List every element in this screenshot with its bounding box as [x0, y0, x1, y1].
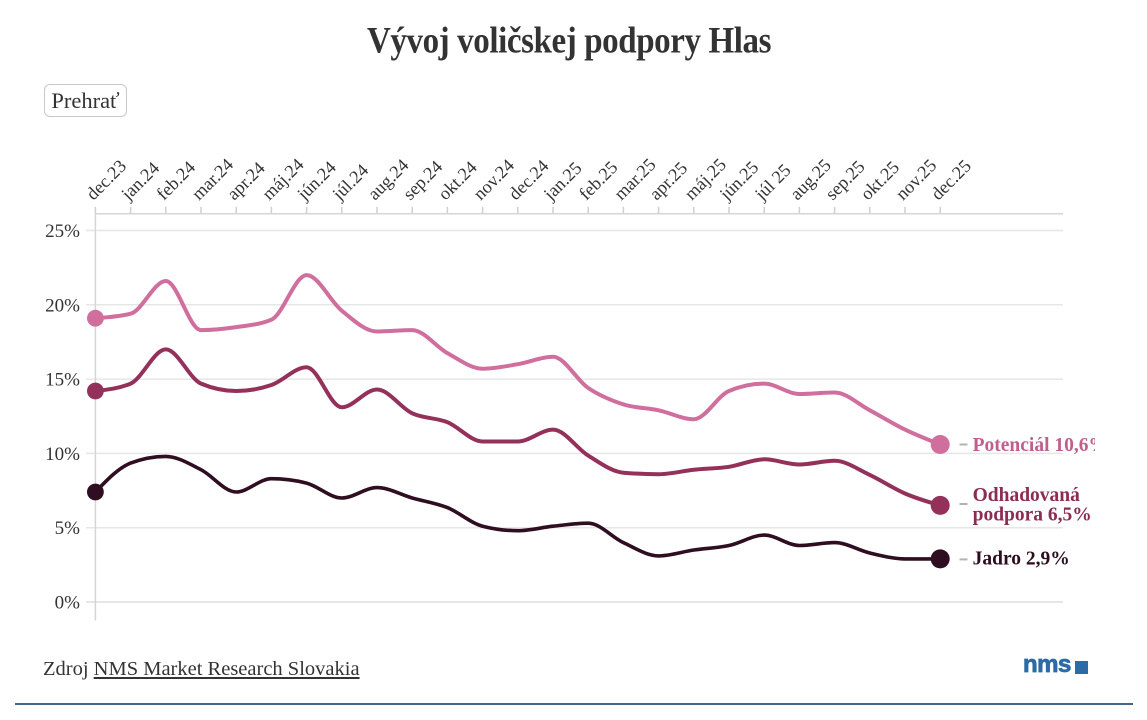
svg-text:okt.24: okt.24 [434, 157, 481, 204]
svg-text:Jadro 2,9%: Jadro 2,9% [973, 549, 1070, 570]
svg-text:dec.25: dec.25 [927, 156, 975, 204]
svg-text:5%: 5% [55, 518, 81, 539]
svg-text:20%: 20% [45, 295, 80, 316]
svg-text:feb.24: feb.24 [152, 157, 199, 204]
svg-text:0%: 0% [55, 593, 81, 614]
svg-text:Potenciál 10,6%: Potenciál 10,6% [973, 435, 1108, 456]
svg-text:Odhadovaná: Odhadovaná [973, 485, 1081, 506]
svg-text:podpora 6,5%: podpora 6,5% [973, 505, 1092, 526]
svg-text:10%: 10% [45, 444, 80, 465]
svg-text:25%: 25% [45, 221, 80, 242]
svg-text:15%: 15% [45, 370, 80, 391]
svg-text:okt.25: okt.25 [856, 157, 903, 204]
svg-text:feb.25: feb.25 [575, 157, 622, 204]
